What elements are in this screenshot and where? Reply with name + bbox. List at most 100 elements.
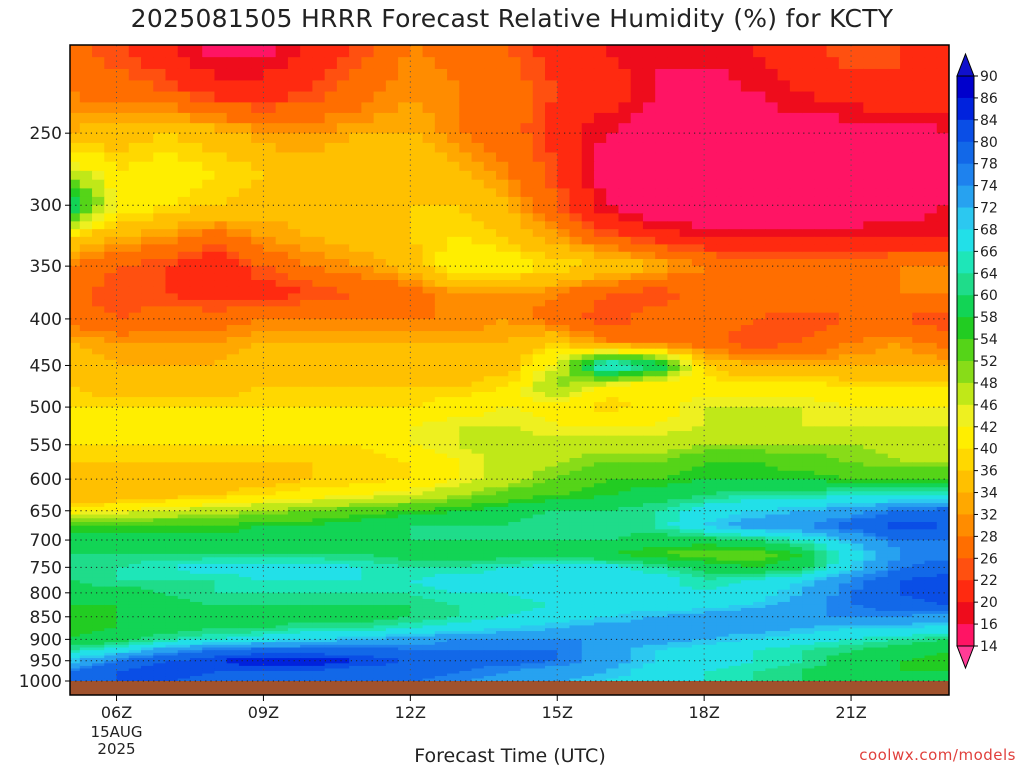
heatmap-cell <box>679 68 693 82</box>
heatmap-cell <box>728 280 742 288</box>
heatmap-cell <box>226 391 240 398</box>
heatmap-cell <box>251 312 265 320</box>
heatmap-cell <box>826 479 840 484</box>
heatmap-cell <box>128 479 142 484</box>
heatmap-cell <box>851 236 864 245</box>
heatmap-cell <box>863 453 877 459</box>
heatmap-cell <box>557 359 571 367</box>
heatmap-cell <box>520 386 534 393</box>
heatmap-cell <box>177 188 191 198</box>
heatmap-cell <box>838 491 852 496</box>
heatmap-cell <box>214 331 228 338</box>
heatmap-cell <box>373 306 387 314</box>
heatmap-cell <box>704 359 717 367</box>
heatmap-cell <box>312 80 326 93</box>
heatmap-cell <box>716 397 730 403</box>
heatmap-cell <box>202 499 216 504</box>
heatmap-cell <box>287 205 301 214</box>
heatmap-cell <box>851 244 864 253</box>
heatmap-cell <box>704 221 717 230</box>
heatmap-cell <box>70 426 81 432</box>
heatmap-cell <box>202 102 216 114</box>
heatmap-cell <box>851 286 864 295</box>
heatmap-cell <box>520 196 534 206</box>
heatmap-cell <box>777 342 791 350</box>
heatmap-cell <box>863 306 877 314</box>
heatmap-cell <box>814 376 828 383</box>
heatmap-cell <box>434 435 448 441</box>
heatmap-cell <box>777 337 791 344</box>
heatmap-cell <box>336 391 350 398</box>
heatmap-cell <box>373 440 387 446</box>
heatmap-cell <box>655 462 669 468</box>
heatmap-cell <box>300 161 313 172</box>
heatmap-cell <box>275 102 289 114</box>
heatmap-cell <box>128 325 142 332</box>
heatmap-cell <box>238 306 252 314</box>
heatmap-cell <box>520 411 534 418</box>
heatmap-cell <box>324 102 338 114</box>
heatmap-cell <box>79 474 93 480</box>
heatmap-cell <box>141 133 154 144</box>
heatmap-cell <box>79 57 93 70</box>
heatmap-cell <box>593 397 607 403</box>
heatmap-cell <box>165 370 179 377</box>
heatmap-cell <box>287 337 301 344</box>
heatmap-cell <box>165 440 179 446</box>
heatmap-cell <box>447 487 460 492</box>
heatmap-cell <box>226 236 240 245</box>
heatmap-cell <box>141 205 154 214</box>
heatmap-cell <box>92 397 105 403</box>
heatmap-cell <box>300 188 313 198</box>
heatmap-cell <box>520 359 534 367</box>
heatmap-cell <box>483 299 497 307</box>
heatmap-cell <box>104 381 118 388</box>
heatmap-cell <box>361 435 375 441</box>
heatmap-cell <box>324 397 338 403</box>
heatmap-cell <box>667 142 681 154</box>
heatmap-cell <box>545 331 558 338</box>
heatmap-cell <box>483 312 497 320</box>
heatmap-cell <box>667 266 681 274</box>
heatmap-cell <box>545 479 558 484</box>
heatmap-cell <box>324 299 338 307</box>
heatmap-cell <box>471 386 485 393</box>
heatmap-cell <box>483 483 497 488</box>
heatmap-cell <box>520 444 534 450</box>
heatmap-cell <box>789 370 803 377</box>
heatmap-cell <box>104 416 118 423</box>
heatmap-cell <box>410 487 424 492</box>
heatmap-cell <box>141 312 154 320</box>
heatmap-cell <box>826 337 840 344</box>
heatmap-cell <box>312 251 326 260</box>
heatmap-cell <box>287 503 301 508</box>
heatmap-cell <box>496 57 509 70</box>
heatmap-cell <box>79 229 93 238</box>
heatmap-cell <box>789 318 803 326</box>
heatmap-cell <box>532 244 546 253</box>
heatmap-cell <box>300 503 313 508</box>
heatmap-cell <box>618 91 632 103</box>
heatmap-cell <box>642 342 656 350</box>
heatmap-cell <box>422 188 436 198</box>
heatmap-cell <box>79 421 93 427</box>
heatmap-cell <box>802 470 815 476</box>
heatmap-cell <box>349 435 362 441</box>
heatmap-cell <box>177 259 191 267</box>
heatmap-cell <box>753 449 766 455</box>
heatmap-cell <box>177 407 191 413</box>
heatmap-cell <box>410 449 424 455</box>
heatmap-cell <box>777 280 791 288</box>
heatmap-cell <box>189 402 203 408</box>
heatmap-cell <box>373 479 387 484</box>
heatmap-cell <box>863 133 877 144</box>
heatmap-cell <box>581 479 595 484</box>
heatmap-cell <box>765 293 779 301</box>
heatmap-cell <box>618 179 632 190</box>
heatmap-cell <box>361 466 375 472</box>
heatmap-cell <box>238 91 252 103</box>
heatmap-cell <box>324 318 338 326</box>
heatmap-cell <box>251 426 265 432</box>
heatmap-cell <box>691 381 705 388</box>
heatmap-cell <box>434 306 448 314</box>
